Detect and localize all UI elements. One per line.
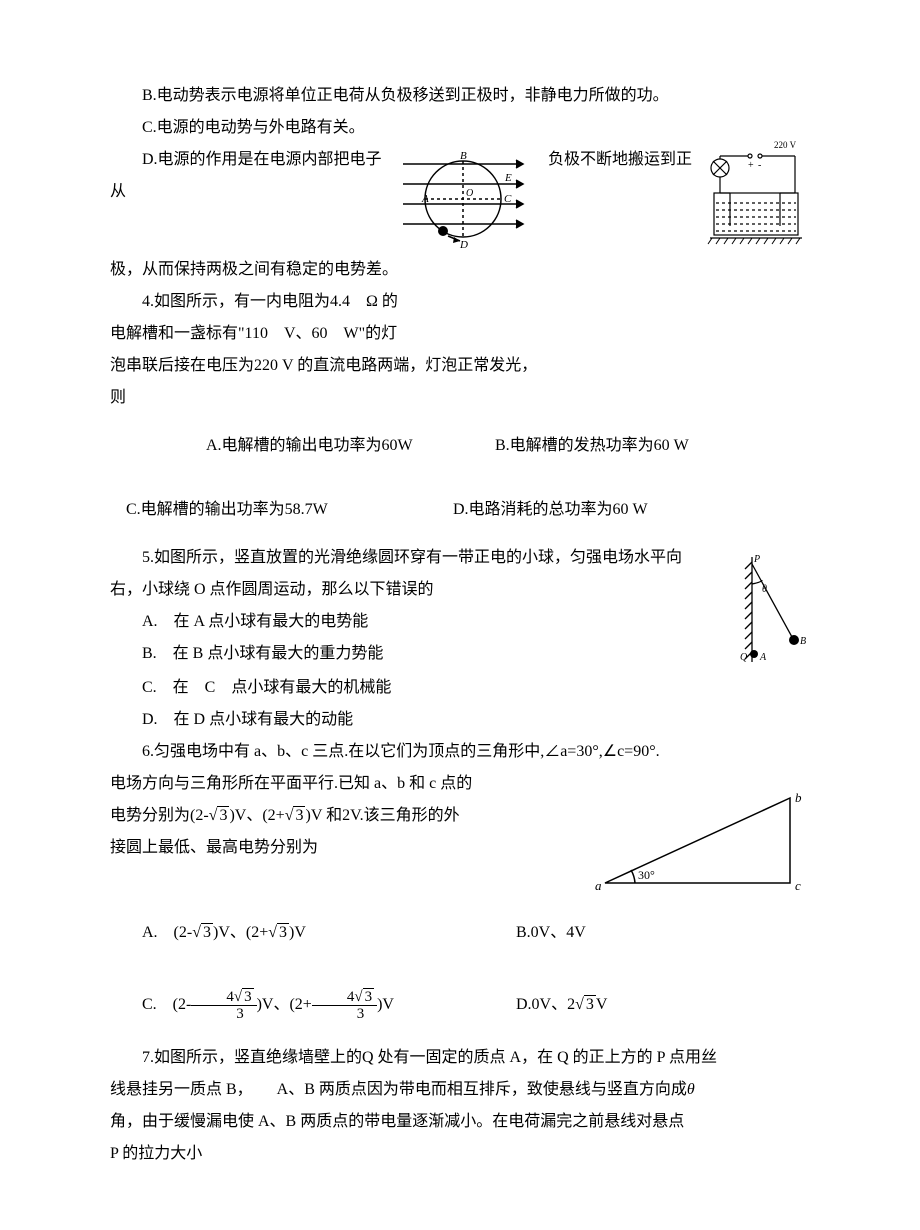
q5-opt-d: D. 在 D 点小球有最大的动能 bbox=[110, 704, 810, 736]
svg-text:a: a bbox=[595, 878, 602, 893]
svg-text:A: A bbox=[421, 193, 429, 205]
svg-text:C: C bbox=[504, 193, 512, 205]
q3d-part2: 负极不断地搬运到正 bbox=[548, 144, 692, 176]
figure-circle-field: A B C D E O bbox=[398, 144, 528, 254]
svg-text:B: B bbox=[800, 636, 806, 647]
q7-line2: 线悬挂另一质点 B， A、B 两质点因为带电而相互排斥，致使悬线与竖直方向成θ bbox=[110, 1074, 810, 1106]
q4-opts-row2: C.电解槽的输出功率为58.7W D.电路消耗的总功率为60 W bbox=[110, 478, 810, 542]
q6-line2: 电场方向与三角形所在平面平行.已知 a、b 和 c 点的 bbox=[110, 768, 582, 800]
q6-block: 电场方向与三角形所在平面平行.已知 a、b 和 c 点的 电势分别为(2-√3)… bbox=[110, 768, 810, 898]
q5-block: 5.如图所示，竖直放置的光滑绝缘圆环穿有一带正电的小球，匀强电场水平向 右，小球… bbox=[110, 542, 810, 672]
svg-text:E: E bbox=[504, 172, 512, 184]
svg-text:A: A bbox=[759, 652, 767, 663]
q4-opts-row1: A.电解槽的输出电功率为60W B.电解槽的发热功率为60 W bbox=[110, 414, 810, 478]
theta-symbol: θ bbox=[687, 1081, 695, 1098]
q4-opt-c: C.电解槽的输出功率为58.7W bbox=[110, 494, 453, 526]
q5-line2: 右，小球绕 O 点作圆周运动，那么以下错误的 bbox=[110, 574, 732, 606]
q4-line1: 4.如图所示，有一内电阻为4.4 Ω 的 bbox=[110, 286, 810, 318]
svg-text:D: D bbox=[459, 239, 468, 251]
q6-line1: 6.匀强电场中有 a、b、c 三点.在以它们为顶点的三角形中,∠a=30°,∠c… bbox=[110, 736, 810, 768]
q4-line3: 泡串联后接在电压为220 V 的直流电路两端，灯泡正常发光， bbox=[110, 350, 810, 382]
svg-text:θ: θ bbox=[762, 584, 767, 595]
q6-opt-d: D.0V、2√3V bbox=[516, 984, 607, 1026]
svg-text:+: + bbox=[748, 160, 754, 171]
svg-text:b: b bbox=[795, 790, 802, 805]
svg-text:O: O bbox=[466, 188, 473, 199]
svg-text:30°: 30° bbox=[638, 868, 655, 882]
q3-opt-d-line1: D.电源的作用是在电源内部把电子从 bbox=[110, 144, 390, 208]
figure-pendulum: P θ B A Q bbox=[740, 552, 810, 672]
q4-opt-d: D.电路消耗的总功率为60 W bbox=[453, 494, 648, 526]
q3d-part1: D.电源的作用是在电源内部把电子从 bbox=[110, 151, 382, 200]
q6-opts-row1: A. (2-√3)V、(2+√3)V B.0V、4V bbox=[110, 898, 810, 968]
q7-line3: 角，由于缓慢漏电使 A、B 两质点的带电量逐渐减小。在电荷漏完之前悬线对悬点 bbox=[110, 1106, 810, 1138]
q3d-q4-block: D.电源的作用是在电源内部把电子从 A B C D bbox=[110, 144, 810, 254]
q3-opt-b: B.电动势表示电源将单位正电荷从负极移送到正极时，非静电力所做的功。 bbox=[110, 80, 810, 112]
q5-line1: 5.如图所示，竖直放置的光滑绝缘圆环穿有一带正电的小球，匀强电场水平向 bbox=[110, 542, 732, 574]
figure-circuit: 220 V + - bbox=[700, 138, 810, 253]
q6-opts-row2: C. (2-4√33)V、(2+4√33)V D.0V、2√3V bbox=[110, 968, 810, 1042]
svg-text:220 V: 220 V bbox=[774, 140, 797, 150]
q4-line4: 则 bbox=[110, 382, 810, 414]
q4-opt-a: A.电解槽的输出电功率为60W bbox=[110, 430, 495, 462]
q6-line4: 接圆上最低、最高电势分别为 bbox=[110, 832, 582, 864]
svg-text:Q: Q bbox=[740, 652, 748, 663]
q4-line2: 电解槽和一盏标有"110 V、60 W"的灯 bbox=[110, 318, 810, 350]
q6-opt-a: A. (2-√3)V、(2+√3)V bbox=[110, 914, 516, 952]
svg-text:-: - bbox=[758, 160, 761, 171]
svg-text:P: P bbox=[753, 554, 760, 565]
q7-line4: P 的拉力大小 bbox=[110, 1138, 810, 1170]
q6-opt-b: B.0V、4V bbox=[516, 914, 586, 952]
q5-opt-c: C. 在 C 点小球有最大的机械能 bbox=[110, 672, 810, 704]
q6-line3: 电势分别为(2-√3)V、(2+√3)V 和2V.该三角形的外 bbox=[110, 800, 582, 832]
q3d-line2: 极，从而保持两极之间有稳定的电势差。 bbox=[110, 254, 810, 286]
q4-opt-b: B.电解槽的发热功率为60 W bbox=[495, 430, 689, 462]
q7-line1: 7.如图所示，竖直绝缘墙壁上的Q 处有一固定的质点 A，在 Q 的正上方的 P … bbox=[110, 1042, 810, 1074]
svg-text:c: c bbox=[795, 878, 801, 893]
figure-triangle: a b c 30° bbox=[590, 788, 810, 898]
q6-opt-c: C. (2-4√33)V、(2+4√33)V bbox=[110, 984, 516, 1026]
q5-opt-a: A. 在 A 点小球有最大的电势能 bbox=[110, 606, 732, 638]
svg-text:B: B bbox=[460, 150, 467, 162]
q5-opt-b: B. 在 B 点小球有最大的重力势能 bbox=[110, 638, 732, 670]
